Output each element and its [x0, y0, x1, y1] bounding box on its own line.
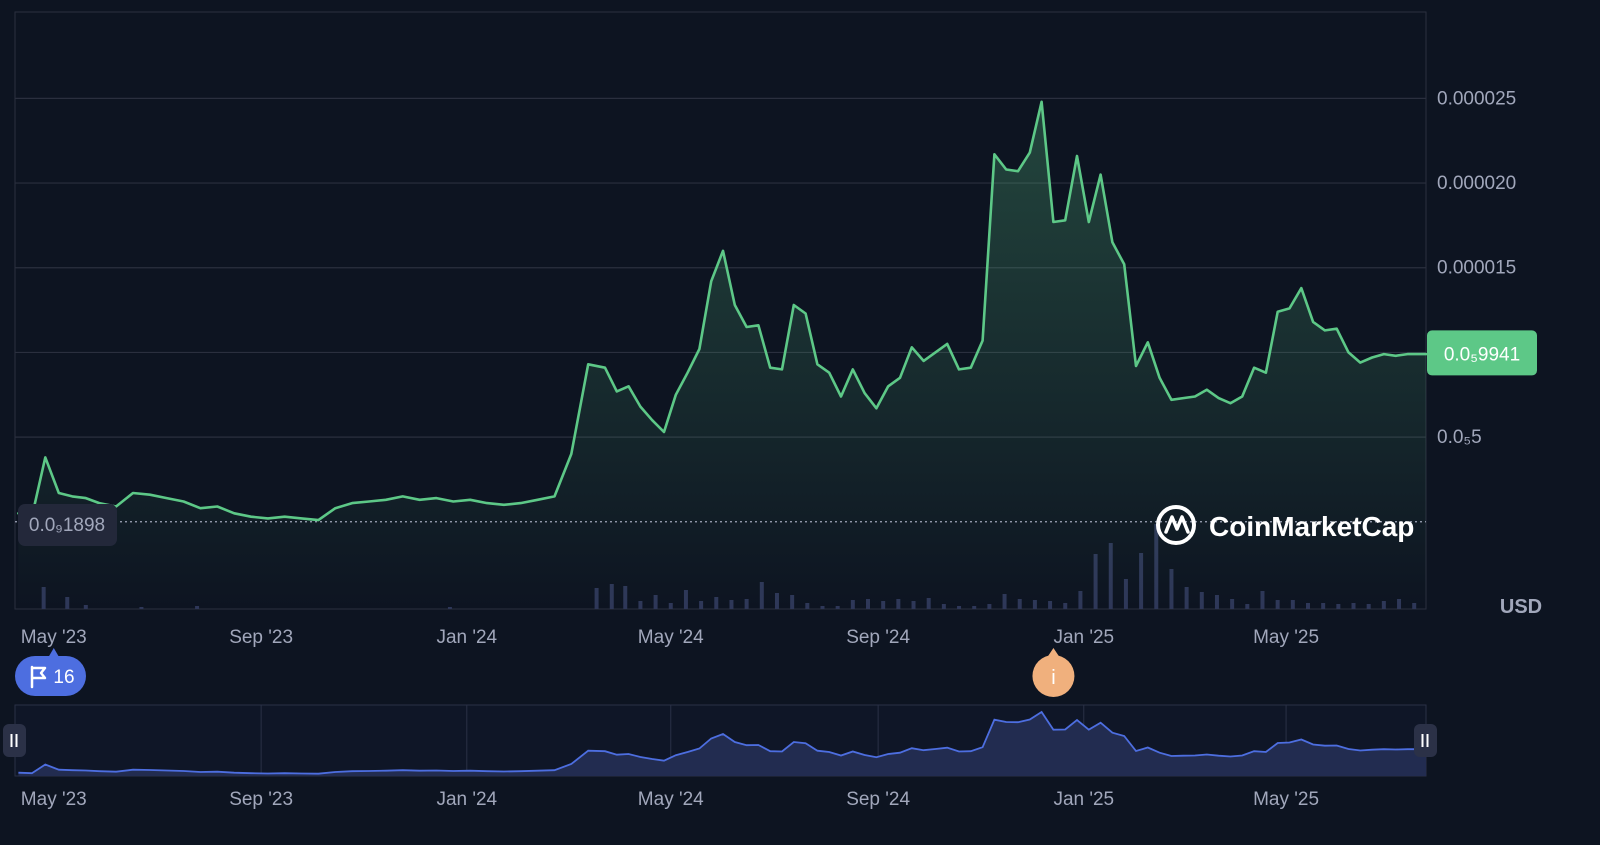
- flag-marker-badge[interactable]: 16: [15, 648, 86, 696]
- flag-count: 16: [53, 667, 74, 688]
- x-tick-label: Jan '24: [436, 627, 497, 648]
- navigator-axis-labels: May '23 Sep '23 Jan '24 May '24 Sep '24 Jan '…: [21, 789, 1319, 810]
- y-axis-labels: 0.0₅5 0.000015 0.000020 0.000025: [1437, 88, 1516, 448]
- navigator-x-tick-label: Jan '25: [1053, 789, 1114, 810]
- navigator-line: [18, 710, 1426, 775]
- current-price-badge: 0.0₅9941: [1427, 330, 1537, 376]
- navigator-area: [18, 712, 1426, 776]
- navigator-left-handle[interactable]: [3, 724, 26, 757]
- navigator-right-handle[interactable]: [1414, 724, 1437, 757]
- reference-price-text: 0.0₉1898: [29, 515, 105, 536]
- info-icon: i: [1051, 667, 1055, 689]
- current-price-text: 0.0₅9941: [1444, 344, 1520, 365]
- x-tick-label: May '23: [21, 627, 87, 648]
- y-tick-label: 0.000020: [1437, 173, 1516, 194]
- navigator[interactable]: [3, 704, 1437, 777]
- x-tick-label: Sep '24: [846, 627, 910, 648]
- navigator-x-tick-label: Jan '24: [436, 789, 497, 810]
- reference-price-badge: 0.0₉1898: [18, 504, 117, 546]
- coinmarketcap-logo-text: CoinMarketCap: [1209, 511, 1414, 542]
- y-tick-label: 0.000015: [1437, 258, 1516, 279]
- navigator-x-tick-label: Sep '24: [846, 789, 910, 810]
- coinmarketcap-logo-icon: [1156, 505, 1196, 545]
- x-tick-label: May '24: [638, 627, 704, 648]
- price-area: [18, 101, 1426, 610]
- navigator-x-tick-label: Sep '23: [229, 789, 293, 810]
- flag-icon: [30, 665, 47, 689]
- x-axis-labels: May '23 Sep '23 Jan '24 May '24 Sep '24 Jan '…: [21, 627, 1319, 648]
- x-tick-label: Sep '23: [229, 627, 293, 648]
- currency-label: USD: [1500, 596, 1542, 618]
- coinmarketcap-logo: CoinMarketCap: [1156, 505, 1414, 545]
- x-tick-label: May '25: [1253, 627, 1319, 648]
- price-line[interactable]: [17, 100, 1428, 522]
- y-tick-label: 0.000025: [1437, 88, 1516, 109]
- navigator-x-tick-label: May '24: [638, 789, 704, 810]
- navigator-x-tick-label: May '23: [21, 789, 87, 810]
- info-marker-badge[interactable]: i: [1032, 648, 1075, 697]
- x-tick-label: Jan '25: [1053, 627, 1114, 648]
- navigator-x-tick-label: May '25: [1253, 789, 1319, 810]
- y-tick-label: 0.0₅5: [1437, 427, 1482, 448]
